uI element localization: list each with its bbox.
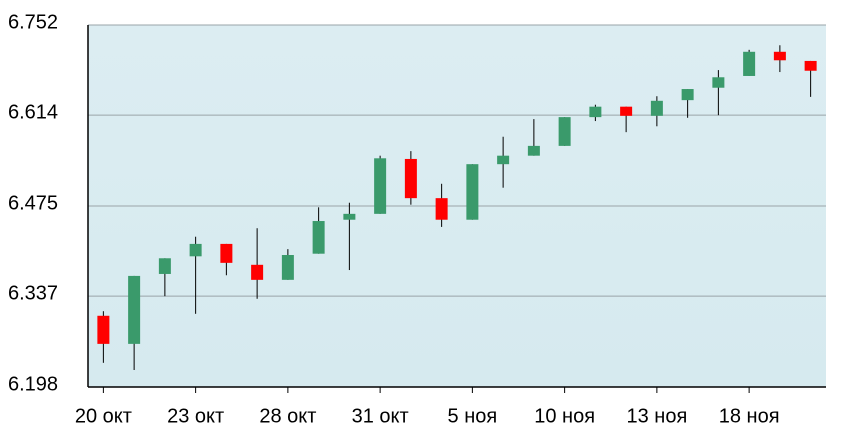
candle-body (374, 158, 387, 214)
x-tick-label: 18 ноя (719, 405, 780, 427)
candle-body (97, 315, 110, 344)
x-tick-label: 10 ноя (534, 405, 595, 427)
candle-body (620, 106, 633, 116)
candle-body (650, 100, 663, 116)
x-tick-label: 31 окт (352, 405, 409, 427)
y-tick-label: 6.198 (8, 373, 58, 395)
x-tick-label: 20 окт (75, 405, 132, 427)
y-tick-label: 6.337 (8, 282, 58, 304)
candle-body (220, 243, 233, 263)
candle-body (773, 51, 786, 61)
candle-body (681, 89, 694, 101)
x-tick-label: 5 ноя (448, 405, 498, 427)
x-tick-label: 13 ноя (626, 405, 687, 427)
candle-body (435, 198, 448, 220)
candle-body (497, 155, 510, 165)
candle-body (404, 158, 417, 199)
candle-body (589, 106, 602, 118)
y-tick-label: 6.752 (8, 11, 58, 33)
candle-body (343, 213, 356, 220)
candle-body (804, 60, 817, 71)
x-tick-label: 28 окт (259, 405, 316, 427)
candle-body (312, 221, 325, 254)
candle-body (527, 145, 540, 156)
candle-body (128, 275, 141, 344)
candle-body (281, 255, 294, 280)
candle-body (558, 117, 571, 146)
candle-body (743, 51, 756, 76)
candle-body (712, 77, 725, 88)
y-tick-label: 6.614 (8, 101, 58, 123)
y-tick-label: 6.475 (8, 192, 58, 214)
candle-body (251, 264, 264, 280)
candle-body (158, 258, 171, 274)
x-tick-label: 23 окт (167, 405, 224, 427)
candle-body (466, 164, 479, 220)
candle-body (189, 243, 202, 257)
